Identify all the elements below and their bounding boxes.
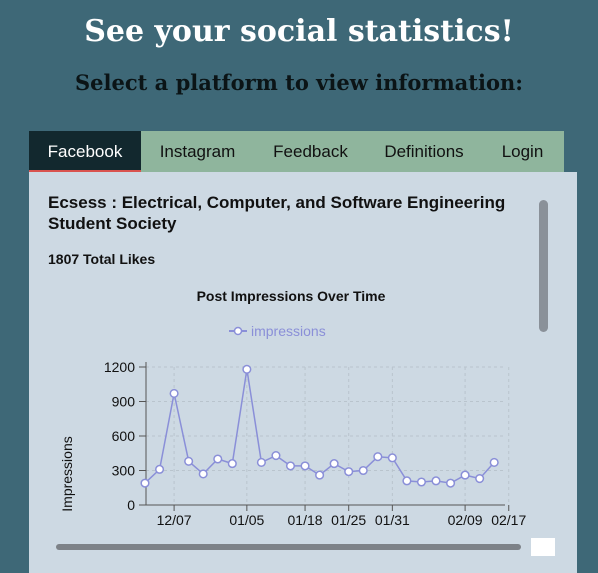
data-point[interactable] [416, 477, 427, 487]
data-point[interactable] [184, 456, 194, 466]
x-tick-label: 01/31 [375, 512, 410, 528]
page-subheading: Select a platform to view information: [74, 70, 523, 95]
y-tick-label: 0 [127, 497, 135, 513]
data-point[interactable] [431, 476, 441, 486]
data-point[interactable] [285, 461, 296, 471]
data-point[interactable] [155, 464, 165, 474]
platform-tab-bar: Facebook Instagram Feedback Definitions … [29, 131, 564, 172]
legend-marker [233, 326, 243, 336]
data-point[interactable] [489, 457, 499, 468]
tab-login[interactable]: Login [501, 142, 544, 161]
data-point[interactable] [446, 478, 456, 488]
y-tick-label: 300 [112, 463, 136, 479]
scroll-corner [531, 538, 555, 556]
data-point[interactable] [475, 474, 485, 484]
data-point[interactable] [373, 452, 383, 462]
tab-definitions[interactable]: Definitions [384, 142, 464, 161]
data-point[interactable] [198, 469, 208, 479]
y-tick-label: 1200 [104, 359, 135, 375]
x-tick-label: 01/05 [229, 512, 264, 528]
data-point[interactable] [213, 454, 223, 464]
x-tick-label: 01/25 [331, 512, 366, 528]
x-tick-label: 01/18 [288, 512, 323, 528]
tab-feedback[interactable]: Feedback [273, 142, 348, 161]
data-point[interactable] [402, 476, 412, 486]
vertical-scrollbar[interactable] [539, 200, 548, 332]
x-tick-label: 02/17 [491, 512, 526, 528]
y-tick-label: 600 [112, 428, 136, 444]
data-point[interactable] [169, 388, 179, 398]
data-point[interactable] [271, 451, 281, 461]
total-likes: 1807 Total Likes [48, 251, 156, 267]
data-point[interactable] [315, 470, 325, 480]
x-tick-label: 12/07 [157, 512, 192, 528]
page-headline: See your social statistics! [84, 14, 514, 49]
data-point[interactable] [242, 364, 252, 374]
organization-name: Ecsess : Electrical, Computer, and Softw… [48, 193, 506, 233]
y-axis-label: Impressions [59, 436, 75, 511]
x-tick-label: 02/09 [448, 512, 483, 528]
data-point[interactable] [329, 459, 339, 469]
data-point[interactable] [387, 453, 397, 463]
facebook-stats-panel: Ecsess : Electrical, Computer, and Softw… [29, 172, 577, 573]
data-point[interactable] [344, 467, 354, 477]
legend-label: impressions [251, 323, 326, 339]
data-point[interactable] [358, 465, 368, 476]
data-point[interactable] [460, 470, 470, 480]
data-point[interactable] [300, 461, 310, 471]
series-line-impressions [144, 369, 495, 484]
data-point[interactable] [256, 457, 266, 468]
data-point[interactable] [140, 478, 150, 488]
chart-legend: impressions [229, 323, 326, 339]
tab-instagram[interactable]: Instagram [159, 142, 236, 161]
tab-facebook[interactable]: Facebook [29, 131, 141, 172]
y-tick-label: 900 [112, 394, 136, 410]
impressions-chart: Post Impressions Over Time impressions I… [59, 288, 526, 528]
chart-title: Post Impressions Over Time [197, 288, 386, 304]
horizontal-scrollbar[interactable] [56, 544, 521, 550]
data-point[interactable] [227, 459, 237, 469]
